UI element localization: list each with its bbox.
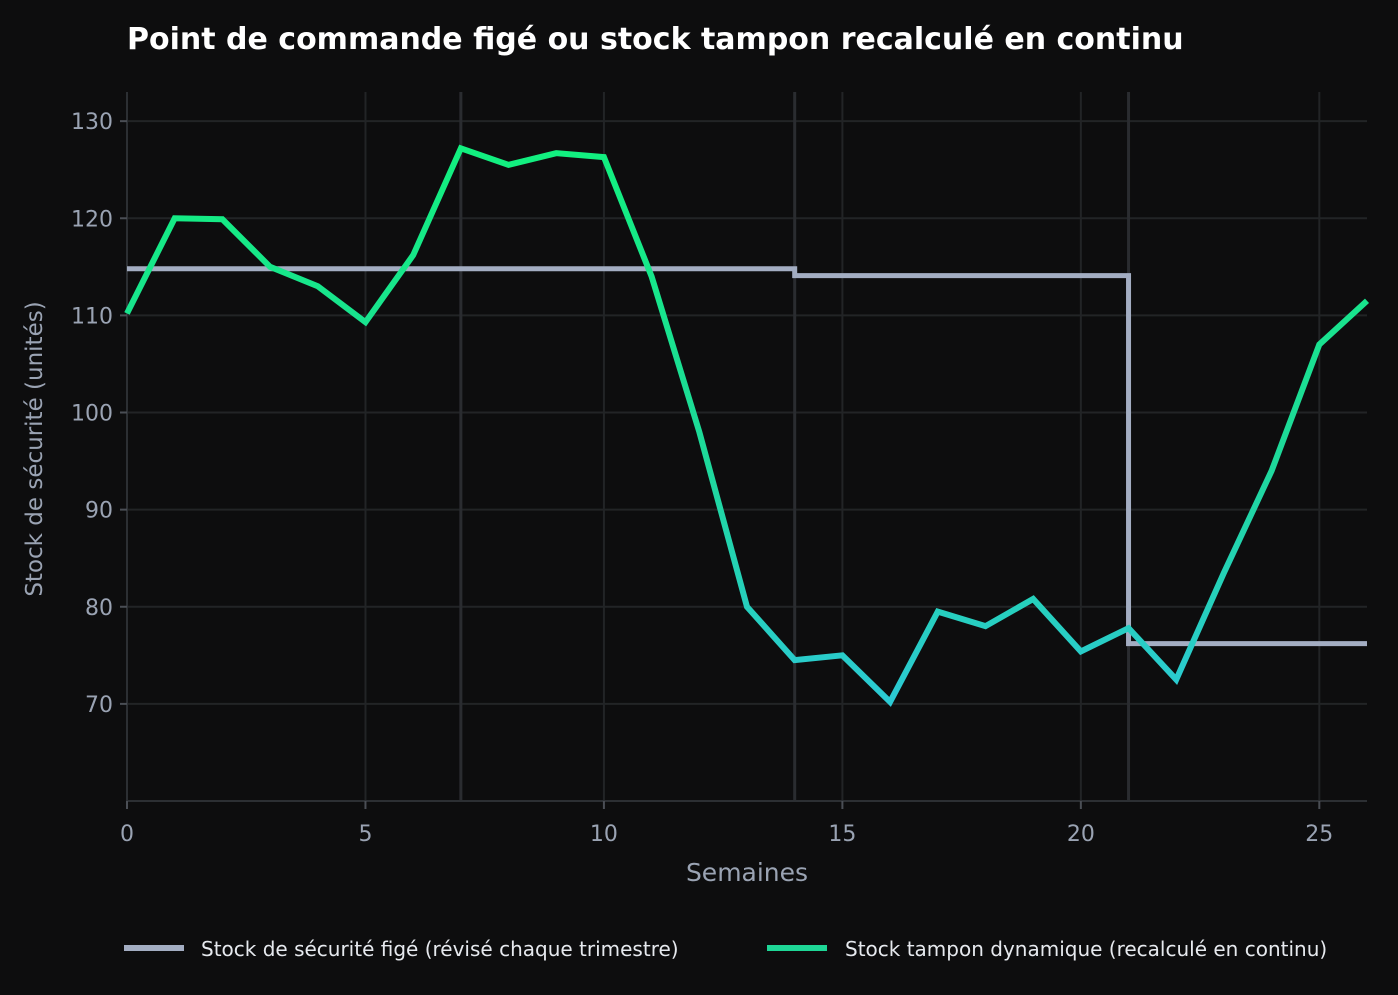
legend-label: Stock tampon dynamique (recalculé en con… [845,937,1327,961]
y-tick-label: 120 [71,207,113,232]
axis-ticks: 70 80 90 100 110 120 130 0 5 10 15 20 25 [71,110,1333,847]
x-tick-label: 20 [1067,822,1095,847]
y-tick-label: 100 [71,402,113,427]
legend-label: Stock de sécurité figé (révisé chaque tr… [201,937,679,961]
x-tick-label: 10 [590,822,618,847]
x-tick-label: 0 [120,822,134,847]
plot-area [124,144,1370,707]
series-line-fixed-safety-stock [127,266,1367,647]
x-tick-label: 5 [358,822,372,847]
y-tick-label: 130 [71,110,113,135]
x-tick-label: 15 [828,822,856,847]
y-tick-label: 90 [85,499,113,524]
grid [126,92,1367,802]
y-tick-label: 110 [71,304,113,329]
chart-title: Point de commande figé ou stock tampon r… [127,22,1184,57]
legend: Stock de sécurité figé (révisé chaque tr… [124,937,1327,961]
y-tick-label: 70 [85,693,113,718]
series-line-dynamic-buffer [124,144,1370,707]
x-tick-label: 25 [1305,822,1333,847]
y-tick-label: 80 [85,596,113,621]
x-axis-label: Semaines [686,858,808,887]
y-axis-label: Stock de sécurité (unités) [22,301,48,596]
